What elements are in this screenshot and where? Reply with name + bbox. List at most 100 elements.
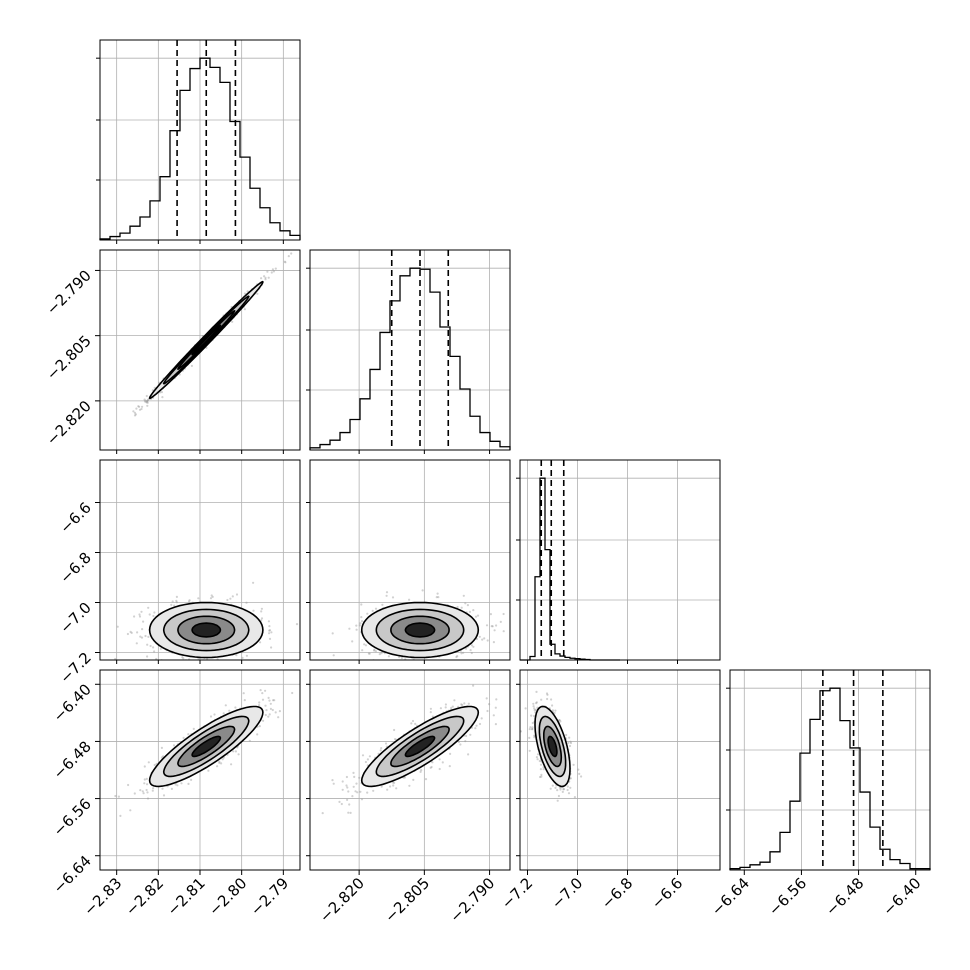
- sample-point: [532, 702, 535, 705]
- sample-point: [130, 631, 133, 635]
- sample-point: [569, 786, 572, 789]
- sample-point: [380, 747, 383, 750]
- sample-point: [373, 648, 376, 651]
- sample-point: [438, 767, 441, 771]
- sample-point: [577, 768, 580, 771]
- sample-point: [436, 592, 439, 595]
- sample-point: [260, 610, 263, 613]
- sample-point: [439, 661, 441, 663]
- sample-point: [466, 604, 469, 607]
- sample-point: [234, 706, 237, 709]
- sample-point: [246, 290, 249, 293]
- sample-point: [209, 715, 213, 718]
- sample-point: [472, 609, 475, 612]
- sample-point: [229, 597, 232, 600]
- contour-line-1: [176, 310, 236, 370]
- sample-point: [133, 615, 136, 618]
- sample-point: [271, 708, 274, 712]
- sample-point: [142, 792, 145, 795]
- sample-point: [385, 591, 389, 594]
- sample-point: [554, 786, 557, 790]
- sample-point: [478, 635, 481, 638]
- sample-point: [352, 771, 355, 775]
- sample-point: [321, 812, 324, 815]
- sample-point: [152, 646, 155, 649]
- y-tick-label: −6.64: [50, 852, 95, 897]
- sample-point: [152, 787, 155, 790]
- sample-point: [151, 789, 154, 792]
- sample-point: [187, 733, 190, 736]
- sample-point: [556, 789, 559, 792]
- contour-line-0: [191, 324, 222, 356]
- sample-point: [465, 647, 468, 650]
- sample-point: [557, 794, 561, 798]
- panel-frame: [519, 459, 721, 661]
- sample-point: [389, 785, 392, 788]
- sample-point: [455, 655, 458, 659]
- sample-point: [561, 790, 564, 794]
- sample-point: [146, 401, 149, 404]
- sample-point: [364, 760, 367, 764]
- sample-point: [143, 398, 146, 401]
- sample-point: [368, 652, 371, 655]
- sample-point: [412, 778, 415, 782]
- sample-point: [145, 394, 148, 398]
- sample-point: [538, 759, 541, 763]
- histogram-step-1: [309, 267, 511, 450]
- sample-point: [566, 788, 569, 792]
- sample-point: [224, 704, 227, 707]
- contour-line-3: [360, 601, 480, 659]
- sample-point: [346, 798, 349, 802]
- sample-point: [439, 707, 442, 710]
- sample-point: [332, 782, 335, 785]
- sample-point: [145, 788, 148, 792]
- sample-point: [475, 724, 478, 727]
- sample-point: [145, 401, 148, 404]
- sample-point: [384, 742, 388, 745]
- sample-point: [536, 758, 539, 761]
- panel-frame: [519, 669, 721, 871]
- sample-point: [170, 603, 173, 607]
- sample-point: [559, 720, 562, 723]
- sample-point: [470, 644, 473, 647]
- sample-point: [569, 777, 572, 780]
- sample-point: [366, 758, 369, 761]
- sample-point: [207, 769, 210, 772]
- sample-point: [453, 699, 456, 702]
- sample-point: [274, 267, 277, 270]
- sample-point: [351, 795, 354, 798]
- sample-point: [268, 713, 271, 716]
- sample-point: [141, 628, 144, 631]
- sample-point: [451, 705, 454, 708]
- sample-point: [419, 770, 422, 774]
- sample-point: [358, 776, 361, 779]
- sample-point: [567, 792, 571, 795]
- sample-point: [180, 782, 183, 785]
- sample-point: [143, 782, 146, 785]
- contour-line-0: [547, 735, 558, 758]
- sample-point: [385, 665, 387, 667]
- sample-point: [146, 655, 149, 658]
- sample-point: [341, 780, 344, 783]
- contour-line-2: [162, 608, 250, 652]
- sample-point: [371, 609, 374, 613]
- sample-point: [331, 632, 334, 635]
- sample-point: [476, 614, 480, 617]
- sample-point: [114, 794, 117, 798]
- sample-point: [441, 761, 444, 764]
- sample-point: [139, 635, 142, 638]
- sample-point: [494, 706, 497, 709]
- sample-point: [542, 768, 545, 771]
- sample-point: [175, 599, 178, 603]
- sample-point: [396, 663, 398, 665]
- sample-point: [462, 651, 465, 654]
- sample-point: [138, 405, 141, 408]
- sample-point: [287, 255, 290, 258]
- sample-point: [540, 698, 543, 701]
- panel-frame: [729, 669, 931, 871]
- sample-point: [347, 790, 350, 793]
- sample-point: [271, 268, 274, 271]
- sample-point: [231, 665, 233, 667]
- sample-point: [241, 656, 244, 660]
- sample-point: [268, 637, 272, 641]
